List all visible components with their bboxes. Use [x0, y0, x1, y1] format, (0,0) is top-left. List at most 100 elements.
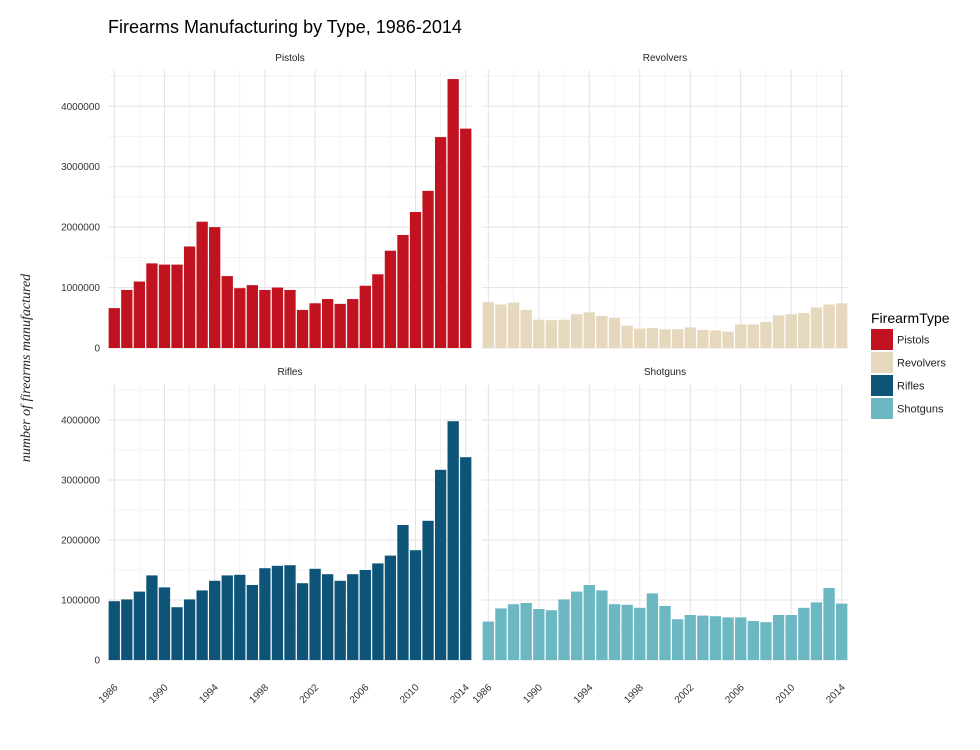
- bar-revolvers-1990: [533, 319, 545, 348]
- bar-revolvers-2002: [684, 327, 696, 348]
- bar-pistols-1998: [259, 289, 271, 348]
- bar-shotguns-1994: [583, 585, 595, 660]
- bar-revolvers-2000: [659, 329, 671, 348]
- bar-shotguns-1996: [608, 604, 621, 660]
- legend-items: Pistols Revolvers Rifles Shotguns: [871, 329, 946, 419]
- facet-strip-label: Pistols: [275, 53, 304, 64]
- bar-shotguns-2002: [684, 615, 696, 660]
- y-tick-label: 1000000: [61, 596, 100, 607]
- legend-swatch-rifles: [871, 375, 893, 396]
- bar-pistols-1986: [108, 308, 120, 348]
- facet-strip-label: Revolvers: [643, 53, 687, 64]
- bar-rifles-2012: [434, 469, 447, 660]
- bar-pistols-1990: [158, 264, 171, 348]
- bar-pistols-2005: [347, 299, 359, 348]
- y-axis-label: number of firearms manufactured: [19, 273, 34, 462]
- bar-rifles-2004: [334, 580, 346, 660]
- bar-shotguns-2004: [709, 616, 722, 660]
- bar-shotguns-1995: [596, 590, 608, 660]
- bar-shotguns-2010: [785, 615, 797, 660]
- bar-rifles-2002: [309, 568, 321, 660]
- bar-pistols-2004: [334, 303, 346, 348]
- bar-pistols-2007: [372, 274, 384, 348]
- x-tick-label: 1998: [622, 682, 646, 706]
- bar-shotguns-1990: [533, 609, 545, 660]
- bar-pistols-2009: [397, 234, 409, 348]
- bar-rifles-1997: [246, 585, 258, 660]
- x-tick-label: 1986: [471, 682, 495, 706]
- chart-title: Firearms Manufacturing by Type, 1986-201…: [108, 17, 462, 37]
- bar-rifles-1988: [133, 591, 146, 660]
- bar-pistols-2001: [296, 309, 309, 348]
- bar-shotguns-2012: [810, 602, 823, 660]
- bar-pistols-2013: [447, 79, 459, 348]
- bar-revolvers-2010: [785, 314, 797, 348]
- bar-revolvers-2003: [697, 329, 709, 348]
- legend-swatch-pistols: [871, 329, 893, 350]
- bar-shotguns-2005: [722, 617, 734, 660]
- legend-swatch-shotguns: [871, 398, 893, 419]
- bar-pistols-1997: [246, 285, 258, 348]
- bar-revolvers-2005: [722, 331, 734, 348]
- bar-pistols-2010: [409, 212, 422, 348]
- bar-shotguns-2006: [735, 617, 747, 660]
- y-tick-label: 0: [94, 656, 100, 667]
- bar-rifles-2010: [409, 550, 422, 660]
- bar-pistols-2002: [309, 303, 321, 348]
- bar-rifles-2001: [296, 583, 309, 660]
- panel-revolvers: Revolvers: [482, 53, 848, 349]
- x-tick-label: 2014: [448, 682, 472, 706]
- bar-pistols-1996: [234, 288, 246, 348]
- bar-rifles-1987: [121, 599, 133, 660]
- bar-revolvers-1991: [545, 320, 558, 348]
- bar-shotguns-1997: [621, 604, 633, 660]
- bar-shotguns-2008: [760, 622, 772, 660]
- bar-shotguns-2013: [823, 588, 835, 660]
- bar-rifles-2000: [284, 565, 296, 660]
- y-tick-label: 4000000: [61, 416, 100, 427]
- x-tick-label: 1990: [147, 682, 171, 706]
- bar-shotguns-2007: [747, 621, 760, 660]
- bar-shotguns-2003: [697, 615, 709, 660]
- bar-rifles-2009: [397, 525, 409, 660]
- bar-rifles-1999: [271, 565, 284, 660]
- x-tick-label: 2010: [398, 682, 422, 706]
- bar-revolvers-1992: [558, 319, 570, 348]
- bar-rifles-2005: [347, 574, 359, 660]
- bar-pistols-2000: [284, 289, 296, 348]
- bar-shotguns-2014: [836, 603, 848, 660]
- bar-rifles-1992: [183, 599, 196, 660]
- bar-revolvers-1994: [583, 312, 595, 348]
- bar-pistols-2006: [359, 285, 371, 348]
- x-tick-label: 2002: [673, 682, 697, 706]
- legend-label-revolvers: Revolvers: [897, 358, 946, 370]
- bar-pistols-1989: [146, 263, 158, 348]
- x-tick-label: 2006: [348, 682, 372, 706]
- bar-revolvers-1998: [634, 328, 646, 348]
- bar-revolvers-2006: [735, 324, 747, 348]
- bar-rifles-2014: [460, 457, 472, 660]
- facet-strip-label: Rifles: [277, 367, 302, 378]
- x-tick-label: 2010: [774, 682, 798, 706]
- bar-pistols-2012: [434, 137, 447, 348]
- legend-label-shotguns: Shotguns: [897, 404, 944, 416]
- bar-pistols-1999: [271, 287, 284, 348]
- bar-shotguns-1986: [482, 621, 494, 660]
- bar-shotguns-1999: [646, 593, 659, 660]
- bar-rifles-1996: [234, 574, 246, 660]
- bar-shotguns-2000: [659, 606, 671, 660]
- bar-pistols-2011: [422, 190, 434, 348]
- bar-revolvers-1999: [646, 328, 659, 348]
- bar-rifles-1993: [196, 590, 208, 660]
- bar-pistols-1992: [183, 246, 196, 348]
- x-tick-label: 2006: [723, 682, 747, 706]
- bar-revolvers-1996: [608, 317, 621, 348]
- bar-pistols-1993: [196, 221, 208, 348]
- x-tick-label: 1990: [521, 682, 545, 706]
- bar-revolvers-2009: [772, 315, 785, 348]
- bar-rifles-1990: [158, 587, 171, 660]
- bar-revolvers-2001: [671, 329, 684, 348]
- bar-rifles-2007: [372, 563, 384, 660]
- x-tick-label: 2014: [824, 682, 848, 706]
